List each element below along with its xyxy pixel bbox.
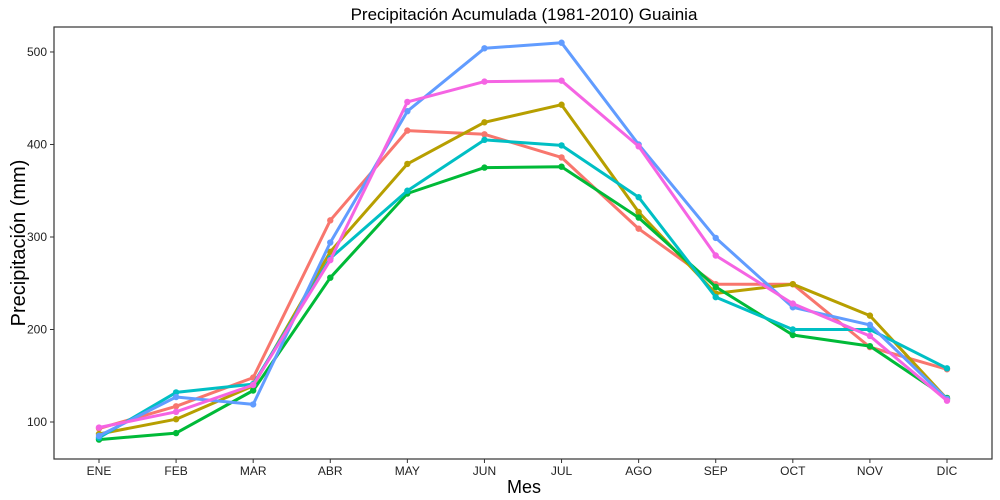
data-point	[249, 381, 257, 389]
x-tick-label: MAR	[240, 464, 267, 478]
x-tick-label: OCT	[780, 464, 806, 478]
x-tick-label: JUN	[473, 464, 496, 478]
data-point	[789, 326, 797, 333]
data-point	[558, 101, 565, 108]
data-point	[866, 332, 874, 340]
x-tick-label: MAY	[395, 464, 420, 478]
data-point	[327, 248, 334, 255]
data-point	[327, 256, 334, 264]
data-point	[172, 408, 180, 416]
series-line	[97, 41, 949, 438]
x-tick-label: DIC	[937, 464, 958, 478]
data-point	[172, 429, 180, 437]
x-tick-label: ENE	[87, 464, 112, 478]
series-line	[97, 103, 949, 436]
data-point	[327, 239, 334, 246]
x-tick-label: AGO	[625, 464, 652, 478]
data-point	[866, 321, 874, 329]
data-point	[558, 142, 565, 149]
data-point	[789, 331, 797, 339]
data-point	[558, 77, 565, 84]
y-axis: 100 200 300 400 500	[27, 45, 54, 429]
data-point	[635, 214, 642, 221]
y-tick-label: 100	[27, 415, 47, 429]
data-point	[481, 131, 488, 138]
data-point	[558, 163, 565, 170]
data-point	[481, 78, 488, 85]
series-layer	[95, 39, 951, 443]
data-point	[404, 127, 411, 134]
series-line	[97, 79, 949, 429]
data-point	[95, 424, 103, 431]
data-point	[95, 432, 103, 440]
data-point	[172, 403, 180, 410]
data-point	[172, 393, 180, 401]
data-point	[249, 401, 257, 408]
y-tick-label: 500	[27, 45, 47, 59]
data-point	[481, 164, 488, 171]
data-point	[404, 187, 411, 194]
data-point	[789, 300, 797, 307]
series-5	[95, 39, 951, 440]
data-point	[635, 225, 642, 232]
data-point	[404, 98, 411, 106]
plot-panel	[53, 26, 993, 460]
x-axis-title: Mes	[507, 477, 541, 497]
data-point	[481, 119, 488, 126]
data-point	[635, 194, 642, 201]
series-6	[95, 77, 951, 431]
x-tick-label: JUL	[551, 464, 573, 478]
series-line	[97, 129, 949, 430]
x-tick-label: SEP	[704, 464, 728, 478]
y-axis-title: Precipitación (mm)	[8, 160, 30, 327]
data-point	[481, 45, 488, 52]
y-tick-label: 200	[27, 322, 47, 336]
x-axis: ENE FEB MAR ABR MAY JUN JUL AGO SEP OCT NOV DIC	[87, 459, 958, 478]
data-point	[404, 107, 411, 115]
data-point	[712, 252, 719, 259]
data-point	[943, 365, 951, 372]
data-point	[712, 293, 719, 301]
x-tick-label: ABR	[318, 464, 343, 478]
data-point	[558, 39, 565, 46]
data-point	[404, 160, 411, 168]
data-point	[249, 387, 257, 394]
x-tick-label: NOV	[857, 464, 883, 478]
data-point	[327, 217, 334, 224]
data-point	[558, 154, 565, 161]
data-point	[635, 143, 642, 150]
data-point	[943, 397, 951, 404]
y-tick-label: 400	[27, 137, 47, 151]
data-point	[866, 342, 874, 350]
data-point	[172, 389, 180, 396]
data-point	[172, 416, 180, 423]
series-line	[97, 138, 949, 440]
data-point	[866, 312, 874, 319]
chart-title: Precipitación Acumulada (1981-2010) Guai…	[351, 5, 698, 24]
data-point	[789, 280, 797, 288]
data-point	[327, 274, 334, 281]
y-tick-label: 300	[27, 230, 47, 244]
series-line	[97, 165, 949, 442]
data-point	[481, 136, 488, 144]
series-2	[95, 101, 951, 438]
data-point	[712, 234, 719, 242]
data-point	[712, 283, 719, 291]
data-point	[635, 208, 642, 216]
x-tick-label: FEB	[164, 464, 187, 478]
